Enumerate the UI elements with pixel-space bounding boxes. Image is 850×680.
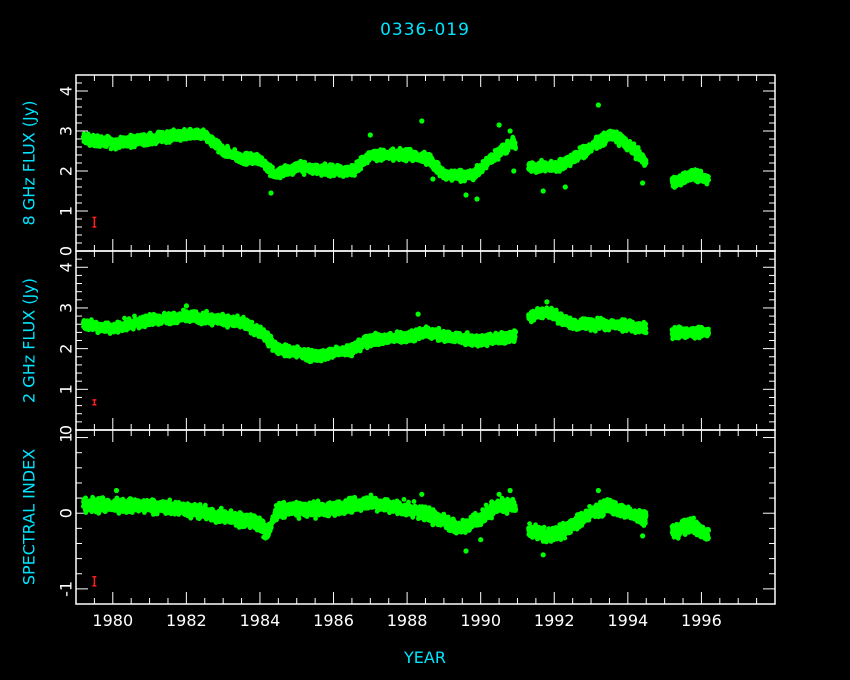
- y-tick-label-middle: 3: [57, 303, 76, 313]
- y-axis-label-middle: 2 GHz FLUX (Jy): [20, 278, 39, 403]
- outlier-point: [562, 184, 568, 190]
- outlier-point: [496, 122, 502, 128]
- y-tick-label-top: 4: [57, 86, 76, 96]
- outlier-point: [463, 192, 469, 198]
- outlier-point: [595, 102, 602, 108]
- y-tick-label-middle: 4: [57, 262, 76, 272]
- outlier-point: [511, 168, 517, 174]
- data-point: [706, 177, 711, 183]
- outlier-point: [474, 196, 480, 202]
- data-point: [706, 174, 711, 180]
- panel-frame-middle: [75, 250, 776, 431]
- y-tick-label-top: 2: [57, 166, 76, 176]
- data-point: [249, 319, 255, 325]
- y-tick-label-middle: 1: [57, 384, 76, 394]
- data-points-top: [81, 102, 711, 202]
- chart-title: 0336-019: [380, 20, 470, 40]
- data-point: [513, 144, 518, 150]
- data-point: [643, 158, 649, 163]
- outlier-point: [430, 176, 436, 182]
- y-axis-label-top: 8 GHz FLUX (Jy): [20, 101, 39, 226]
- data-point: [557, 169, 562, 174]
- error-bar-top: [92, 216, 97, 228]
- y-tick-label-top: 3: [57, 126, 76, 136]
- outlier-point: [367, 132, 373, 138]
- data-point: [635, 145, 641, 150]
- outlier-point: [640, 180, 646, 186]
- data-point: [512, 140, 518, 146]
- y-tick-label-middle: 0: [57, 425, 76, 435]
- data-point: [704, 181, 710, 187]
- y-tick-label-top: 1: [57, 206, 76, 216]
- outlier-point: [588, 148, 594, 154]
- data-point: [270, 164, 275, 170]
- outlier-point: [268, 190, 274, 196]
- data-point: [232, 147, 238, 152]
- y-tick-label-top: 0: [57, 246, 76, 256]
- outlier-point: [540, 188, 546, 194]
- outlier-point: [507, 128, 513, 134]
- y-tick-label-middle: 2: [57, 344, 76, 354]
- data-points-middle: [80, 299, 711, 365]
- outlier-point: [419, 118, 425, 124]
